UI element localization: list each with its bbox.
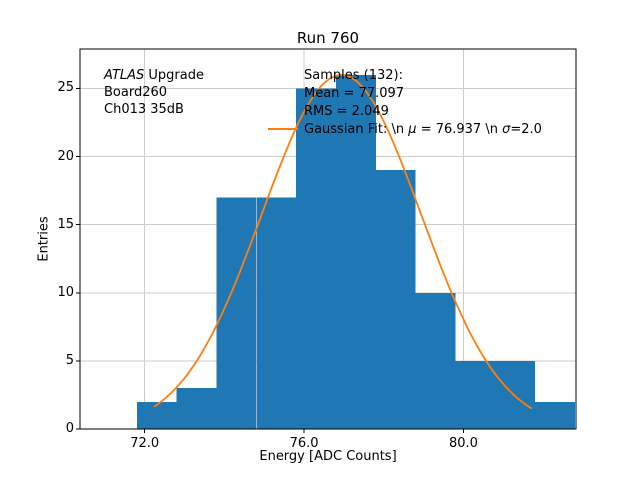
legend-entry-gaussian-fit: Gaussian Fit: \n μ = 76.937 \n σ=2.0	[268, 120, 542, 138]
y-tick-label: 10	[57, 284, 74, 300]
x-tick-label: 76.0	[289, 436, 319, 451]
legend-gaussian-post: =2.0	[510, 121, 542, 137]
x-tick-label: 72.0	[130, 436, 160, 451]
histogram-bar	[455, 360, 496, 429]
annotation-line-atlas-upgrade: ATLAS Upgrade	[104, 67, 204, 84]
y-tick-label: 0	[65, 421, 74, 436]
x-tick-label: 80.0	[448, 436, 478, 451]
legend-label-mean: Mean = 77.097	[304, 85, 405, 101]
legend-entry-samples: Samples (132):	[268, 66, 542, 84]
x-axis-label: Energy [ADC Counts]	[259, 449, 397, 464]
histogram-bar	[256, 197, 297, 429]
histogram-bar	[296, 88, 336, 429]
legend-gaussian-mu: μ	[408, 121, 417, 137]
annotation-upgrade: Upgrade	[144, 68, 204, 83]
legend-label-samples: Samples (132):	[304, 67, 403, 83]
legend-gaussian-line-icon	[268, 128, 298, 130]
y-tick-label: 15	[57, 216, 74, 232]
y-tick-label: 25	[57, 80, 74, 96]
histogram-bar	[535, 401, 575, 429]
legend-label-gaussian-fit: Gaussian Fit: \n μ = 76.937 \n σ=2.0	[304, 122, 542, 137]
histogram-bar	[136, 401, 177, 429]
histogram-bar	[375, 170, 416, 429]
legend: Samples (132): Mean = 77.097 RMS = 2.049…	[268, 66, 542, 138]
legend-gaussian-sigma: σ	[502, 121, 511, 137]
annotation-line-channel: Ch013 35dB	[104, 102, 184, 117]
annotation-block: ATLAS Upgrade Board260 Ch013 35dB	[104, 67, 204, 118]
axes-frame	[79, 48, 577, 430]
legend-gaussian-pre: Gaussian Fit: \n	[304, 121, 409, 137]
chart-title: Run 760	[296, 29, 360, 47]
legend-label-rms: RMS = 2.049	[304, 103, 389, 119]
annotation-line-board: Board260	[104, 85, 168, 100]
y-tick-label: 5	[65, 352, 74, 368]
histogram-bar	[176, 388, 217, 429]
y-tick-label: 20	[57, 148, 74, 164]
annotation-atlas: ATLAS	[104, 68, 145, 83]
legend-gaussian-mid: = 76.937 \n	[416, 121, 503, 137]
histogram-bar	[415, 292, 456, 429]
legend-entry-rms: RMS = 2.049	[268, 102, 542, 120]
histogram-bar	[336, 74, 376, 430]
legend-entry-mean: Mean = 77.097	[268, 84, 542, 102]
gaussian-fit-curve	[153, 74, 533, 410]
